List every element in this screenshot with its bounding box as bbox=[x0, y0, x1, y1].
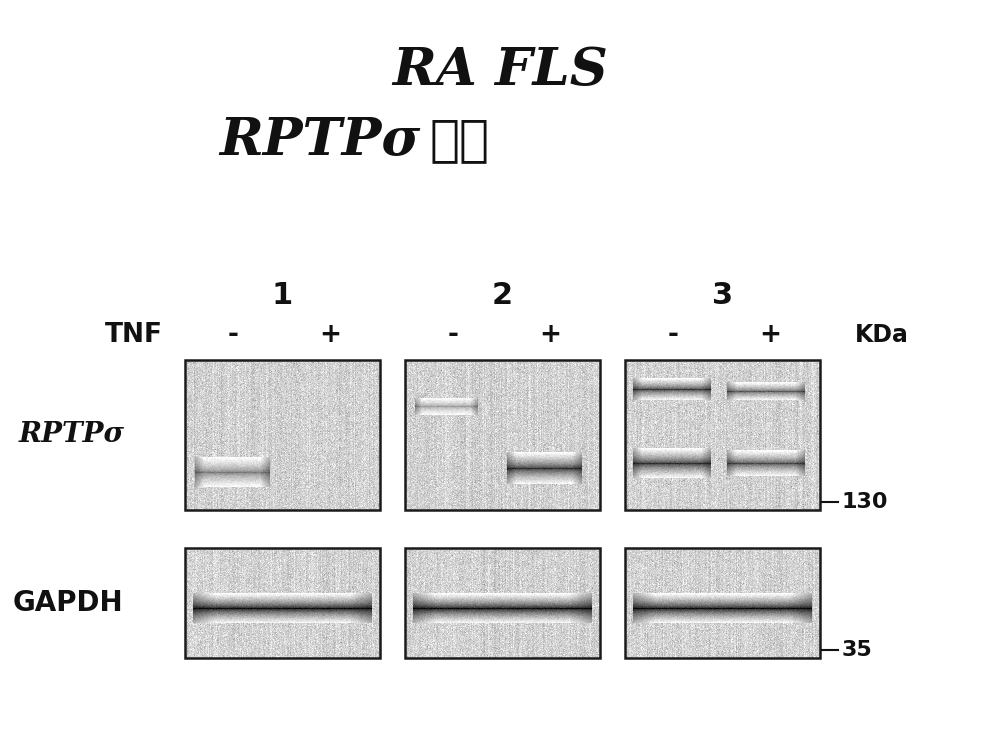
Bar bbox=[405, 548, 600, 658]
Text: TNF: TNF bbox=[105, 322, 163, 348]
Bar bbox=[185, 360, 380, 510]
Text: KDa: KDa bbox=[855, 323, 909, 347]
Bar bbox=[625, 360, 820, 510]
Text: RA FLS: RA FLS bbox=[392, 45, 608, 95]
Text: -: - bbox=[668, 322, 678, 348]
Text: 1: 1 bbox=[272, 280, 293, 310]
Text: 35: 35 bbox=[842, 640, 873, 660]
Bar bbox=[405, 360, 600, 510]
Text: -: - bbox=[228, 322, 238, 348]
Bar bbox=[625, 548, 820, 658]
Text: RPTPσ: RPTPσ bbox=[19, 422, 125, 449]
Text: -: - bbox=[448, 322, 458, 348]
Bar bbox=[185, 548, 380, 658]
Text: RPTPσ: RPTPσ bbox=[219, 114, 420, 165]
Text: 2: 2 bbox=[492, 280, 513, 310]
Text: 3: 3 bbox=[712, 280, 733, 310]
Text: +: + bbox=[319, 322, 341, 348]
Text: +: + bbox=[759, 322, 781, 348]
Text: +: + bbox=[539, 322, 561, 348]
Text: GAPDH: GAPDH bbox=[13, 589, 123, 617]
Text: 蛋白: 蛋白 bbox=[430, 116, 490, 164]
Text: 130: 130 bbox=[842, 492, 889, 512]
